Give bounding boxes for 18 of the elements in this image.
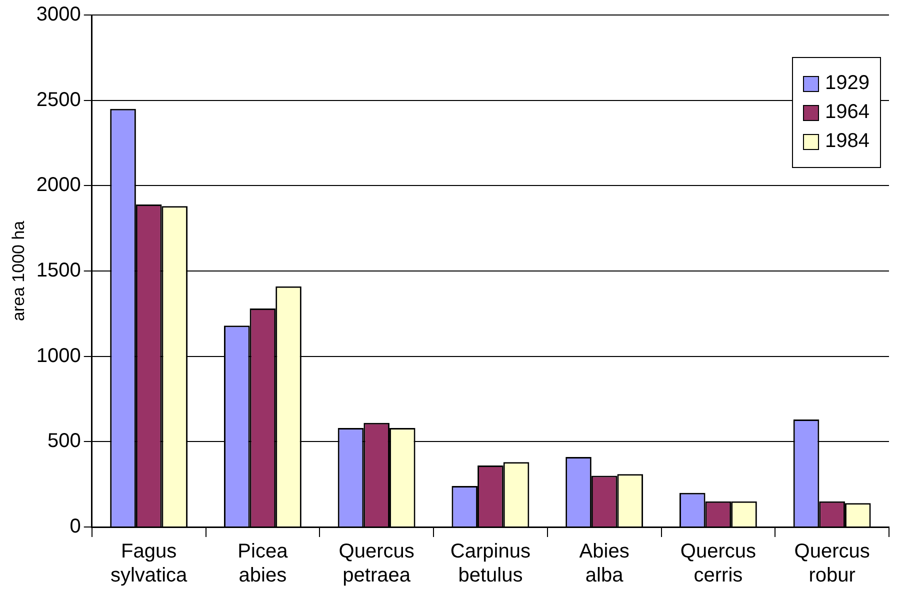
x-tick-label: Abies alba — [579, 540, 630, 587]
x-tick-label: Quercus robur — [794, 540, 870, 587]
legend-label: 1984 — [825, 130, 870, 153]
y-tick-label: 500 — [48, 430, 81, 452]
legend-label: 1929 — [825, 72, 870, 95]
y-tick-label: 0 — [70, 516, 81, 538]
y-tick-label: 1500 — [36, 260, 81, 282]
x-tick-label: Quercus petraea — [338, 540, 414, 587]
y-axis-title: area 1000 ha — [8, 220, 28, 322]
y-tick-label: 2500 — [36, 88, 81, 111]
x-tick-label: Fagus sylvatica — [110, 540, 188, 587]
y-tick-label: 2000 — [36, 174, 81, 196]
legend-label: 1964 — [825, 101, 870, 124]
x-tick-label: Carpinus betulus — [450, 540, 530, 587]
y-tick-label: 3000 — [36, 4, 81, 26]
y-tick-label: 1000 — [36, 344, 81, 367]
x-tick-label: Quercus cerris — [680, 540, 756, 587]
x-tick-label: Picea abies — [238, 540, 289, 587]
